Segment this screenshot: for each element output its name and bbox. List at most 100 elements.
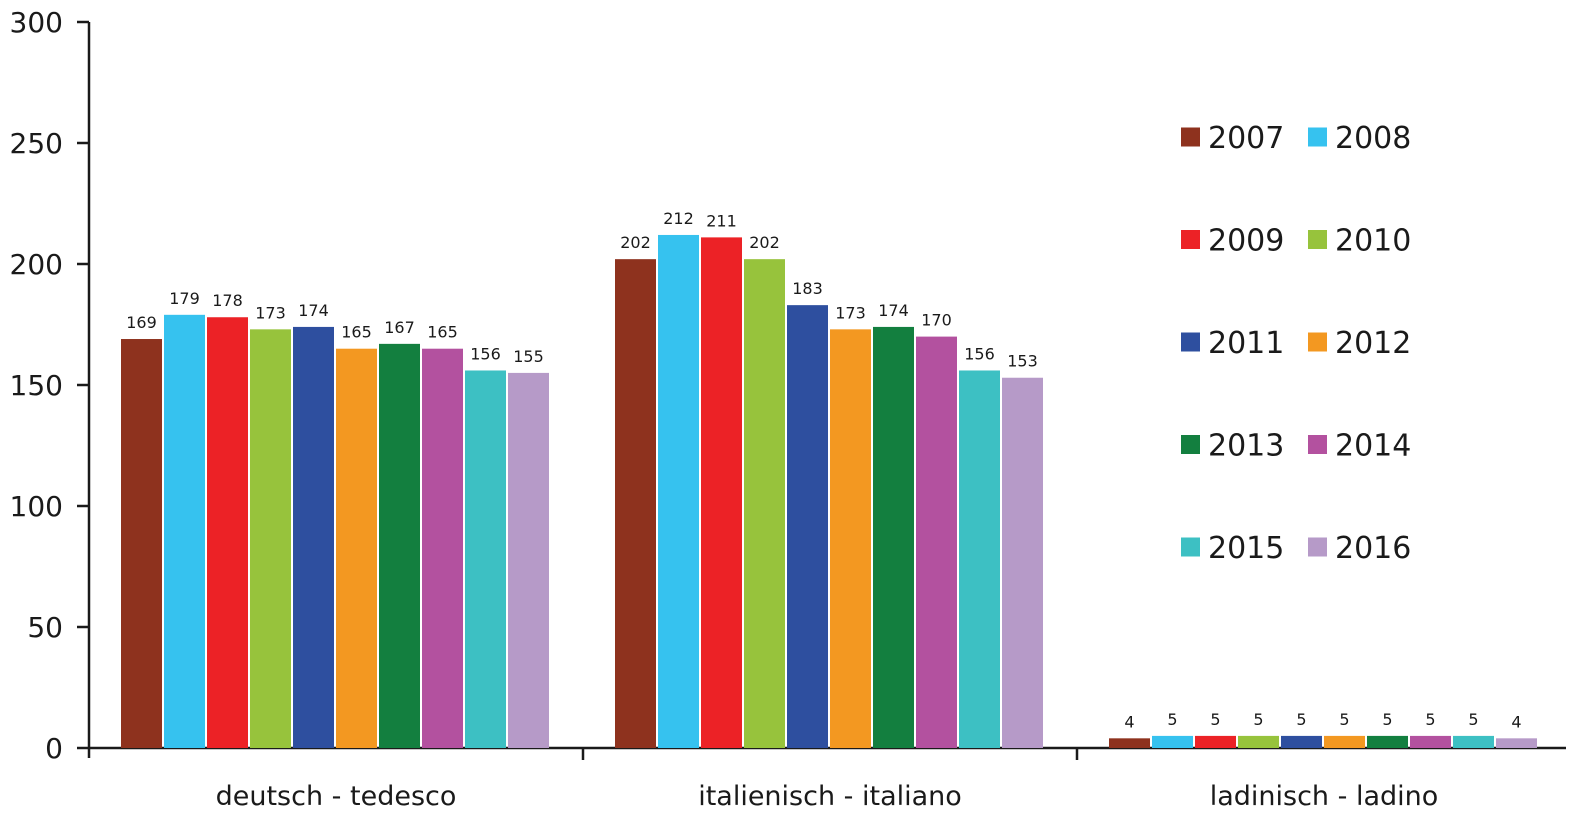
bar bbox=[1109, 738, 1150, 748]
legend-label: 2014 bbox=[1335, 429, 1411, 464]
legend-swatch bbox=[1308, 230, 1327, 249]
data-labels: 169 179 178 173 174 165 167 165 156 155 202 212 211 2… bbox=[126, 209, 1521, 731]
bar bbox=[1195, 735, 1236, 748]
legend-item: 2010 bbox=[1308, 224, 1411, 259]
data-label: 5 bbox=[1210, 710, 1220, 729]
legend-item: 2011 bbox=[1181, 326, 1284, 361]
bar bbox=[379, 343, 420, 748]
data-label: 165 bbox=[341, 323, 372, 342]
legend-label: 2008 bbox=[1335, 121, 1411, 156]
bar bbox=[1496, 738, 1537, 748]
bar bbox=[1281, 735, 1322, 748]
legend-swatch bbox=[1181, 435, 1200, 454]
data-label: 5 bbox=[1167, 710, 1177, 729]
data-label: 156 bbox=[470, 344, 501, 363]
bar bbox=[508, 372, 549, 748]
bar bbox=[744, 259, 785, 748]
legend-swatch bbox=[1181, 127, 1200, 147]
y-tick-label: 0 bbox=[45, 732, 63, 765]
bars bbox=[121, 234, 1537, 748]
data-label: 4 bbox=[1124, 712, 1134, 731]
x-category-label: deutsch - tedesco bbox=[216, 781, 457, 812]
legend-swatch bbox=[1181, 537, 1200, 557]
bar bbox=[293, 326, 334, 748]
data-label: 5 bbox=[1468, 710, 1478, 729]
data-label: 5 bbox=[1339, 710, 1349, 729]
x-category-label: ladinisch - ladino bbox=[1210, 781, 1439, 812]
bar bbox=[615, 259, 656, 748]
data-label: 173 bbox=[255, 303, 286, 322]
data-label: 202 bbox=[620, 233, 651, 252]
legend-label: 2016 bbox=[1335, 531, 1411, 566]
bar bbox=[1453, 735, 1494, 748]
legend-label: 2012 bbox=[1335, 326, 1411, 361]
bar bbox=[701, 237, 742, 748]
data-label: 183 bbox=[792, 279, 823, 298]
bar bbox=[1238, 735, 1279, 748]
legend-item: 2009 bbox=[1181, 224, 1284, 259]
data-label: 178 bbox=[212, 291, 243, 310]
data-label: 5 bbox=[1425, 710, 1435, 729]
x-category-label: italienisch - italiano bbox=[698, 781, 962, 812]
legend-item: 2012 bbox=[1308, 326, 1411, 361]
bar bbox=[873, 326, 914, 748]
data-label: 174 bbox=[878, 301, 909, 320]
bar bbox=[207, 317, 248, 748]
bar bbox=[787, 305, 828, 748]
data-label: 5 bbox=[1296, 710, 1306, 729]
data-label: 170 bbox=[921, 311, 952, 330]
bar bbox=[658, 234, 699, 748]
legend-label: 2015 bbox=[1208, 531, 1284, 566]
bar bbox=[830, 329, 871, 748]
legend-item: 2008 bbox=[1308, 121, 1411, 156]
legend-swatch bbox=[1308, 127, 1327, 147]
bar bbox=[1152, 735, 1193, 748]
data-label: 179 bbox=[169, 289, 200, 308]
y-axis: 0 50 100 150 200 250 300 bbox=[10, 6, 91, 765]
data-label: 174 bbox=[298, 301, 329, 320]
legend-item: 2016 bbox=[1308, 531, 1411, 566]
legend-label: 2007 bbox=[1208, 121, 1284, 156]
legend-swatch bbox=[1181, 230, 1200, 249]
legend-label: 2009 bbox=[1208, 224, 1284, 259]
y-tick-label: 100 bbox=[10, 490, 63, 523]
bar bbox=[1324, 735, 1365, 748]
y-tick-label: 150 bbox=[10, 369, 63, 402]
bar bbox=[336, 348, 377, 748]
data-label: 173 bbox=[835, 303, 866, 322]
bar bbox=[1002, 377, 1043, 748]
y-tick-label: 250 bbox=[10, 127, 63, 160]
legend-label: 2011 bbox=[1208, 326, 1284, 361]
y-tick-label: 300 bbox=[10, 6, 63, 39]
legend-swatch bbox=[1181, 332, 1200, 352]
data-label: 211 bbox=[706, 211, 737, 230]
legend: 2007 2008 2009 2010 2011 2012 2013 2014 2015 2016 bbox=[1181, 121, 1411, 566]
legend-swatch bbox=[1308, 332, 1327, 352]
data-label: 167 bbox=[384, 318, 415, 337]
y-tick-label: 200 bbox=[10, 248, 63, 281]
bar bbox=[1367, 735, 1408, 748]
data-label: 5 bbox=[1253, 710, 1263, 729]
y-tick-label: 50 bbox=[27, 611, 63, 644]
legend-item: 2013 bbox=[1181, 429, 1284, 464]
data-label: 156 bbox=[964, 344, 995, 363]
data-label: 5 bbox=[1382, 710, 1392, 729]
bar bbox=[916, 336, 957, 748]
x-axis: deutsch - tedesco italienisch - italiano l… bbox=[89, 746, 1566, 812]
bar bbox=[1410, 735, 1451, 748]
legend-label: 2010 bbox=[1335, 224, 1411, 259]
data-label: 202 bbox=[749, 233, 780, 252]
legend-swatch bbox=[1308, 537, 1327, 557]
legend-item: 2007 bbox=[1181, 121, 1284, 156]
legend-swatch bbox=[1308, 435, 1327, 454]
bar bbox=[422, 348, 463, 748]
bar bbox=[959, 370, 1000, 748]
legend-item: 2015 bbox=[1181, 531, 1284, 566]
data-label: 153 bbox=[1007, 352, 1038, 371]
data-label: 4 bbox=[1511, 712, 1521, 731]
legend-label: 2013 bbox=[1208, 429, 1284, 464]
data-label: 212 bbox=[663, 209, 694, 228]
bar bbox=[465, 370, 506, 748]
legend-item: 2014 bbox=[1308, 429, 1411, 464]
